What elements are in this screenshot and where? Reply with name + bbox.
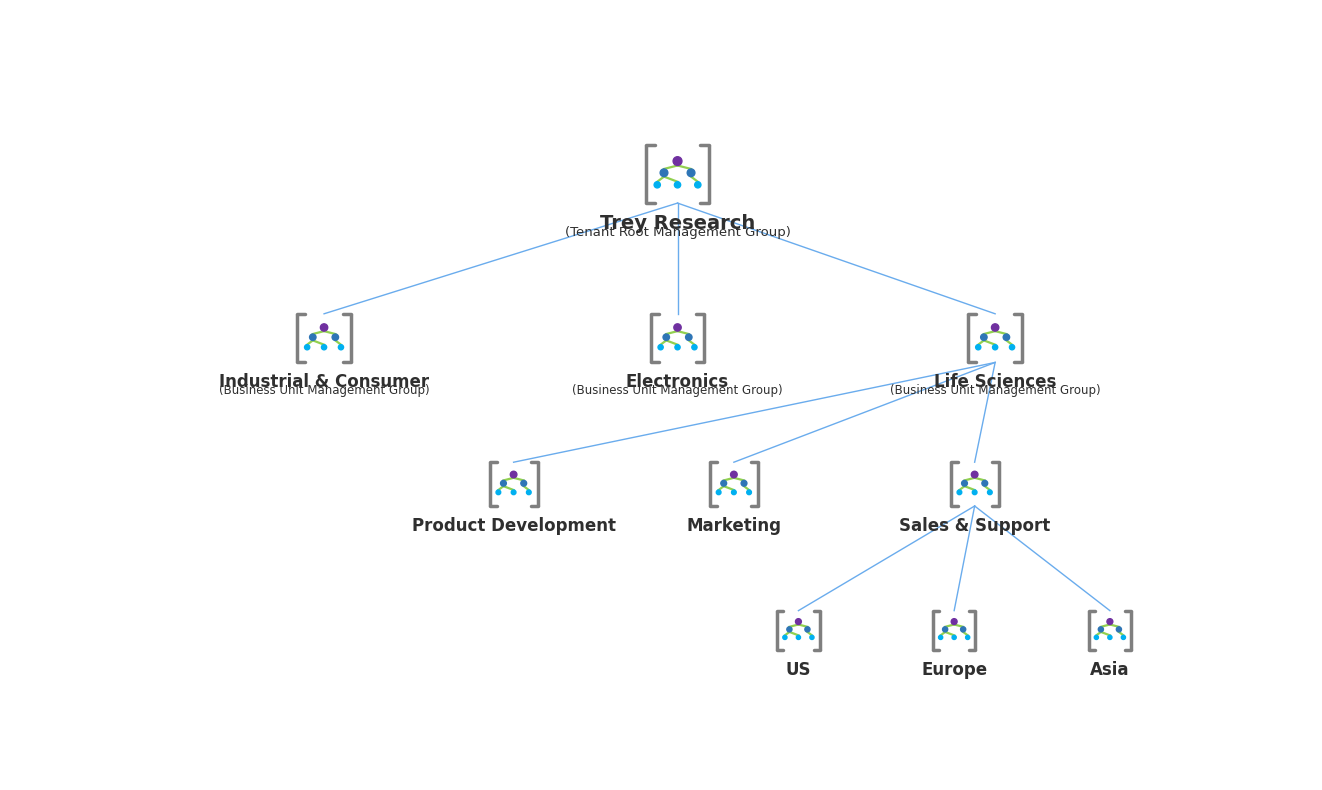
Ellipse shape: [1010, 344, 1015, 350]
Ellipse shape: [965, 635, 970, 639]
Ellipse shape: [332, 334, 338, 340]
Ellipse shape: [961, 626, 966, 632]
Ellipse shape: [526, 490, 531, 495]
Ellipse shape: [731, 490, 736, 495]
Ellipse shape: [1099, 626, 1104, 632]
Ellipse shape: [982, 480, 988, 486]
Text: (Tenant Root Management Group): (Tenant Root Management Group): [564, 226, 791, 239]
Ellipse shape: [720, 480, 727, 486]
Ellipse shape: [1121, 635, 1125, 639]
Text: Sales & Support: Sales & Support: [899, 517, 1050, 535]
Ellipse shape: [674, 324, 681, 331]
Text: (Business Unit Management Group): (Business Unit Management Group): [890, 384, 1100, 397]
Ellipse shape: [731, 472, 738, 478]
Text: Electronics: Electronics: [625, 374, 730, 391]
Ellipse shape: [742, 480, 747, 486]
Ellipse shape: [674, 182, 681, 188]
Ellipse shape: [320, 324, 328, 331]
Ellipse shape: [321, 344, 327, 350]
Ellipse shape: [512, 490, 516, 495]
Text: Europe: Europe: [921, 660, 988, 679]
Ellipse shape: [976, 344, 981, 350]
Ellipse shape: [338, 344, 344, 350]
Ellipse shape: [952, 619, 957, 625]
Ellipse shape: [805, 626, 810, 632]
Ellipse shape: [501, 480, 506, 486]
Ellipse shape: [796, 635, 801, 639]
Ellipse shape: [810, 635, 814, 639]
Ellipse shape: [660, 169, 668, 177]
Ellipse shape: [309, 334, 316, 340]
Ellipse shape: [961, 480, 968, 486]
Ellipse shape: [988, 490, 993, 495]
Text: Industrial & Consumer: Industrial & Consumer: [219, 374, 430, 391]
Text: Marketing: Marketing: [686, 517, 781, 535]
Ellipse shape: [939, 635, 943, 639]
Ellipse shape: [673, 156, 682, 165]
Text: US: US: [785, 660, 812, 679]
Ellipse shape: [691, 344, 697, 350]
Ellipse shape: [658, 344, 664, 350]
Text: (Business Unit Management Group): (Business Unit Management Group): [218, 384, 430, 397]
Ellipse shape: [304, 344, 309, 350]
Ellipse shape: [981, 334, 988, 340]
Ellipse shape: [1107, 619, 1113, 625]
Ellipse shape: [993, 344, 998, 350]
Ellipse shape: [510, 472, 517, 478]
Ellipse shape: [957, 490, 962, 495]
Text: Product Development: Product Development: [411, 517, 616, 535]
Ellipse shape: [1116, 626, 1121, 632]
Ellipse shape: [796, 619, 801, 625]
Ellipse shape: [687, 169, 695, 177]
Ellipse shape: [521, 480, 526, 486]
Ellipse shape: [952, 635, 956, 639]
Ellipse shape: [1095, 635, 1099, 639]
Ellipse shape: [694, 182, 701, 188]
Ellipse shape: [747, 490, 751, 495]
Ellipse shape: [686, 334, 691, 340]
Text: Life Sciences: Life Sciences: [933, 374, 1056, 391]
Ellipse shape: [972, 490, 977, 495]
Ellipse shape: [664, 334, 669, 340]
Ellipse shape: [1003, 334, 1010, 340]
Text: Trey Research: Trey Research: [600, 214, 755, 233]
Ellipse shape: [676, 344, 680, 350]
Text: (Business Unit Management Group): (Business Unit Management Group): [572, 384, 783, 397]
Ellipse shape: [1108, 635, 1112, 639]
Ellipse shape: [783, 635, 787, 639]
Ellipse shape: [717, 490, 720, 495]
Ellipse shape: [943, 626, 948, 632]
Text: Asia: Asia: [1091, 660, 1129, 679]
Ellipse shape: [992, 324, 999, 331]
Ellipse shape: [654, 182, 661, 188]
Ellipse shape: [496, 490, 501, 495]
Ellipse shape: [787, 626, 792, 632]
Ellipse shape: [972, 472, 978, 478]
